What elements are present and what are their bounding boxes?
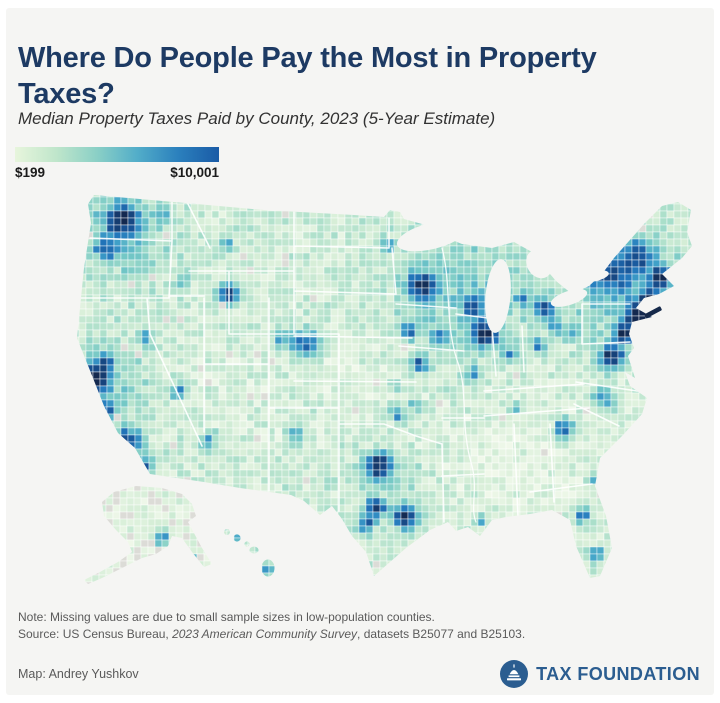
infographic-card: Where Do People Pay the Most in Property…: [6, 8, 714, 695]
brand-logo: TAX FOUNDATION: [499, 659, 700, 689]
legend-labels: $199 $10,001: [15, 165, 219, 180]
source-prefix: Source: US Census Bureau,: [18, 627, 173, 642]
map-credit: Map: Andrey Yushkov: [18, 667, 139, 681]
us-county-choropleth-map: [77, 195, 692, 584]
credit-row: Map: Andrey Yushkov TAX FOUNDATION: [18, 656, 700, 692]
state-border-lines: [79, 199, 645, 523]
state-borders: [79, 199, 645, 523]
source-text: Source: US Census Bureau, 2023 American …: [18, 626, 678, 643]
capitol-icon: [500, 660, 529, 688]
brand-wordmark: TAX FOUNDATION: [536, 663, 700, 684]
source-italic: 2023 American Community Survey: [172, 627, 358, 642]
legend-gradient-bar: [15, 147, 219, 162]
county-cells-layer: [77, 195, 692, 584]
lake-erie: [550, 289, 588, 307]
note-text: Note: Missing values are due to small sa…: [18, 610, 435, 624]
map-container: [44, 186, 712, 606]
lake-huron: [526, 249, 552, 279]
lake-michigan: [485, 259, 511, 333]
mississippi-river-line: [441, 247, 477, 523]
color-scale-legend: $199 $10,001: [15, 147, 219, 180]
great-lakes: [396, 220, 609, 333]
page-title: Where Do People Pay the Most in Property…: [18, 42, 597, 110]
chart-subtitle: Median Property Taxes Paid by County, 20…: [18, 109, 496, 128]
source-suffix: , datasets B25077 and B25103.: [357, 627, 526, 642]
legend-min-label: $199: [15, 165, 46, 180]
footnotes: Note: Missing values are due to small sa…: [18, 609, 678, 643]
long-island-high-value-strip: [644, 306, 662, 319]
legend-max-label: $10,001: [170, 165, 219, 180]
lake-superior: [396, 220, 468, 252]
lake-ontario: [577, 269, 609, 283]
